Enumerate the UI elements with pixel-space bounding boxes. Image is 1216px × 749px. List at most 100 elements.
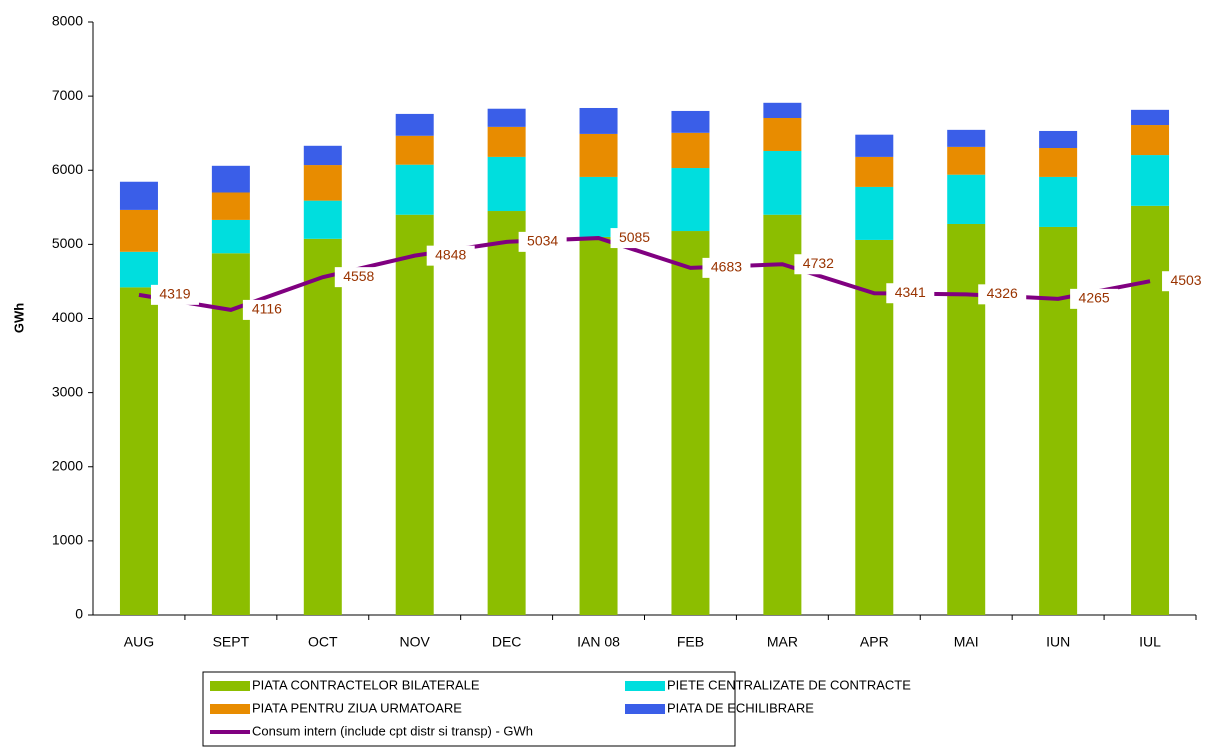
bar-segment (487, 156, 526, 212)
bar-segment (395, 164, 434, 215)
bar-segment (303, 145, 342, 166)
bar-segment (855, 134, 894, 157)
y-tick-label: 0 (75, 606, 83, 622)
bar-segment (303, 238, 342, 616)
data-label: 5085 (619, 229, 650, 245)
data-label: 4683 (711, 259, 742, 275)
bar-segment (947, 129, 986, 147)
data-label: 4848 (435, 246, 466, 262)
bar-segment (211, 165, 250, 193)
bar-segment (119, 209, 158, 252)
y-tick-label: 3000 (52, 383, 83, 399)
data-label-box (610, 228, 659, 249)
bar-segment (487, 126, 526, 157)
data-label-box (1070, 288, 1119, 309)
data-label-box (334, 267, 383, 288)
bar-segment (579, 236, 618, 615)
bar-segment (211, 192, 250, 220)
legend-label: PIATA DE ECHILIBRARE (667, 700, 814, 715)
data-label: 4732 (803, 255, 834, 271)
legend-swatch (625, 704, 665, 714)
legend-swatch (210, 704, 250, 714)
legend-label: PIATA PENTRU ZIUA URMATOARE (252, 700, 462, 715)
bar-segment (119, 181, 158, 210)
y-axis-label: GWh (11, 303, 26, 333)
bar-segment (671, 168, 710, 232)
data-label-box (794, 254, 843, 275)
data-label-box (426, 245, 475, 266)
data-label: 4326 (987, 285, 1018, 301)
data-label: 4319 (159, 286, 190, 302)
bar-segment (1039, 130, 1078, 149)
x-tick-label: IAN 08 (577, 634, 620, 650)
data-label: 4265 (1079, 290, 1110, 306)
bar-segment (1131, 155, 1170, 206)
data-label: 4341 (895, 284, 926, 300)
legend-label: PIATA CONTRACTELOR BILATERALE (252, 677, 480, 692)
bar-segment (1039, 176, 1078, 227)
bar-segment (947, 223, 986, 615)
bar-segment (947, 174, 986, 224)
bar-segment (395, 214, 434, 615)
bar-segment (487, 211, 526, 616)
y-tick-label: 4000 (52, 309, 83, 325)
data-label: 4116 (252, 301, 282, 317)
bar-segment (1039, 226, 1078, 615)
x-tick-label: DEC (492, 634, 522, 650)
bar-segment (119, 251, 158, 288)
x-tick-label: IUL (1139, 634, 1161, 650)
bar-segment (855, 156, 894, 187)
y-tick-label: 2000 (52, 457, 83, 473)
legend-label: PIETE CENTRALIZATE DE CONTRACTE (667, 677, 911, 692)
data-label-box (518, 231, 567, 252)
y-tick-label: 6000 (52, 161, 83, 177)
bar-segment (671, 110, 710, 133)
data-label-box (150, 284, 199, 305)
bar-segment (211, 219, 250, 254)
x-tick-label: NOV (400, 634, 431, 650)
x-tick-label: APR (860, 634, 889, 650)
bar-segment (303, 200, 342, 239)
x-tick-label: IUN (1046, 634, 1070, 650)
bar-segment (487, 108, 526, 127)
bar-segment (395, 113, 434, 136)
x-tick-label: MAI (954, 634, 979, 650)
bar-segment (1039, 148, 1078, 177)
y-tick-label: 7000 (52, 87, 83, 103)
data-label-box (1162, 271, 1211, 292)
x-tick-label: AUG (124, 634, 154, 650)
data-label-box (702, 257, 751, 278)
y-tick-label: 8000 (52, 13, 83, 29)
bar-segment (579, 107, 618, 134)
data-label: 4558 (343, 268, 374, 284)
bar-segment (763, 117, 802, 151)
data-label-box (886, 283, 935, 304)
bar-segment (119, 287, 158, 615)
bar-segment (1131, 205, 1170, 615)
bar-segment (763, 102, 802, 118)
bar-segment (671, 132, 710, 169)
data-label-box (978, 284, 1027, 305)
bar-segment (763, 150, 802, 215)
data-label: 4503 (1170, 272, 1201, 288)
bar-segment (579, 133, 618, 177)
bar-segment (671, 231, 710, 615)
x-tick-label: SEPT (213, 634, 250, 650)
bar-segment (855, 186, 894, 240)
y-tick-label: 1000 (52, 532, 83, 548)
bar-segment (395, 135, 434, 165)
x-tick-label: MAR (767, 634, 798, 650)
legend-swatch (210, 681, 250, 691)
legend-swatch (625, 681, 665, 691)
bar-segment (1131, 109, 1170, 126)
bar-segment (763, 214, 802, 615)
y-tick-label: 5000 (52, 235, 83, 251)
bar-segment (1131, 125, 1170, 156)
data-label-box (242, 299, 291, 320)
data-label: 5034 (527, 233, 558, 249)
x-tick-label: FEB (677, 634, 704, 650)
bar-segment (303, 165, 342, 201)
legend-label: Consum intern (include cpt distr si tran… (252, 723, 533, 738)
bar-segment (947, 146, 986, 175)
